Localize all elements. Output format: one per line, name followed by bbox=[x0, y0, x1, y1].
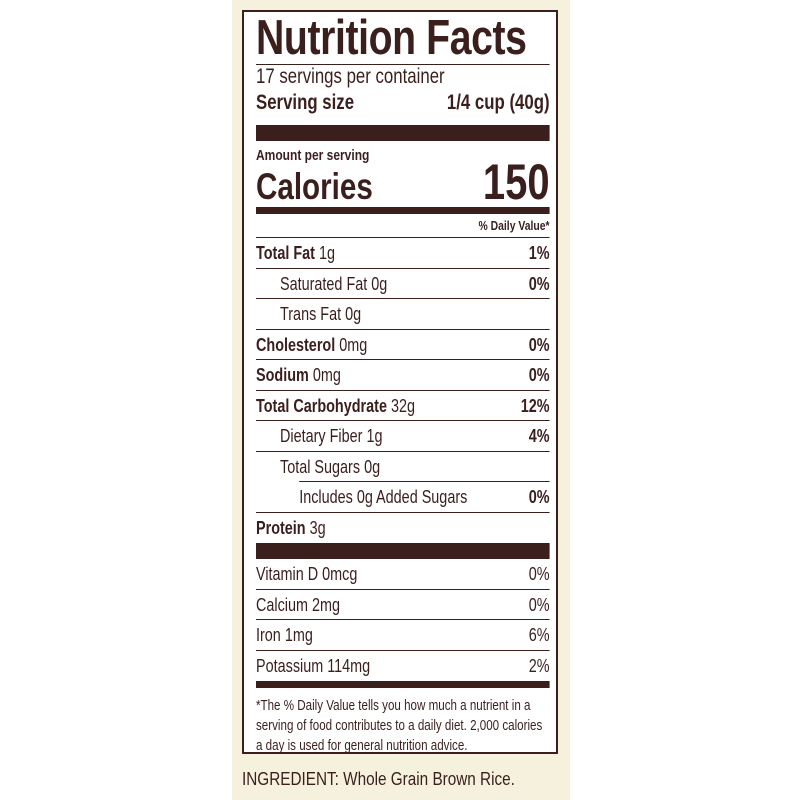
nutrient-row: Total Carbohydrate 32g 12% bbox=[256, 391, 550, 421]
calories-row: Calories 150 bbox=[256, 157, 550, 207]
vitamin-row: Potassium 114mg 2% bbox=[256, 655, 550, 676]
divider-medium bbox=[256, 207, 550, 214]
vitamin-row: Calcium 2mg 0% bbox=[256, 590, 550, 620]
nutrition-facts-label: Nutrition Facts 17 servings per containe… bbox=[242, 10, 558, 754]
ingredient-list: INGREDIENT: Whole Grain Brown Rice. bbox=[242, 769, 515, 789]
nutrient-row: Total Sugars 0g bbox=[280, 456, 381, 477]
label-title: Nutrition Facts bbox=[256, 12, 550, 65]
serving-size-label: Serving size bbox=[256, 91, 355, 114]
nutrient-row: Includes 0g Added Sugars 0% bbox=[256, 482, 550, 513]
vitamin-row: Iron 1mg 6% bbox=[256, 620, 550, 651]
divider-thick bbox=[256, 543, 550, 559]
nutrient-row: Protein 3g bbox=[256, 517, 326, 538]
daily-value-header: % Daily Value* bbox=[256, 214, 550, 238]
footnote: *The % Daily Value tells you how much a … bbox=[256, 698, 543, 754]
serving-size: Serving size 1/4 cup (40g) bbox=[256, 89, 550, 117]
nutrient-row: Cholesterol 0mg 0% bbox=[256, 330, 550, 360]
nutrient-row: Saturated Fat 0g 0% bbox=[256, 269, 550, 299]
serving-size-value: 1/4 cup (40g) bbox=[446, 91, 550, 114]
servings-per-container: 17 servings per container bbox=[256, 65, 445, 88]
divider-medium bbox=[256, 681, 550, 688]
calories-label: Calories bbox=[256, 166, 373, 207]
divider-thick bbox=[256, 125, 550, 141]
nutrient-row: Sodium 0mg 0% bbox=[256, 360, 550, 391]
nutrient-row: Total Fat 1g 1% bbox=[256, 238, 550, 269]
nutrient-row: Dietary Fiber 1g 4% bbox=[256, 421, 550, 452]
calories-value: 150 bbox=[482, 154, 550, 210]
amount-per-serving: Amount per serving bbox=[256, 147, 370, 164]
vitamin-row: Vitamin D 0mcg 0% bbox=[256, 559, 550, 590]
divider-thin bbox=[299, 481, 550, 482]
nutrient-row: Trans Fat 0g bbox=[256, 299, 550, 330]
